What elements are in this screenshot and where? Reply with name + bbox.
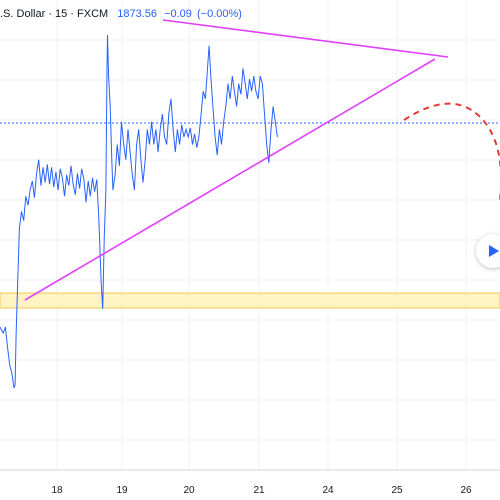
x-tick-label: 21: [253, 485, 265, 496]
price-change: −0.09: [164, 8, 192, 20]
chart-grid: [0, 0, 500, 470]
x-tick-label: 26: [460, 485, 472, 496]
play-icon: [489, 245, 499, 257]
price-series-line: [0, 34, 278, 389]
x-tick-label: 18: [51, 485, 63, 496]
triangle-lower-trendline: [24, 58, 436, 301]
x-tick-label: 20: [183, 485, 195, 496]
last-price: 1873.56: [117, 8, 158, 20]
forecast-path: [403, 102, 500, 200]
x-axis: 18 19 20 21 24 25 26: [0, 469, 500, 496]
support-zone: [0, 292, 500, 309]
x-tick-label: 19: [116, 485, 128, 496]
triangle-upper-trendline: [162, 19, 449, 58]
x-tick-label: 25: [391, 485, 403, 496]
x-tick-label: 24: [322, 485, 334, 496]
price-change-percent: (−0.00%): [196, 8, 242, 20]
play-button[interactable]: [476, 234, 500, 268]
chart-header: .S. Dollar · 15 · FXCM 1873.56 −0.09 (−0…: [0, 6, 242, 22]
symbol-title: .S. Dollar · 15 · FXCM: [0, 8, 109, 20]
